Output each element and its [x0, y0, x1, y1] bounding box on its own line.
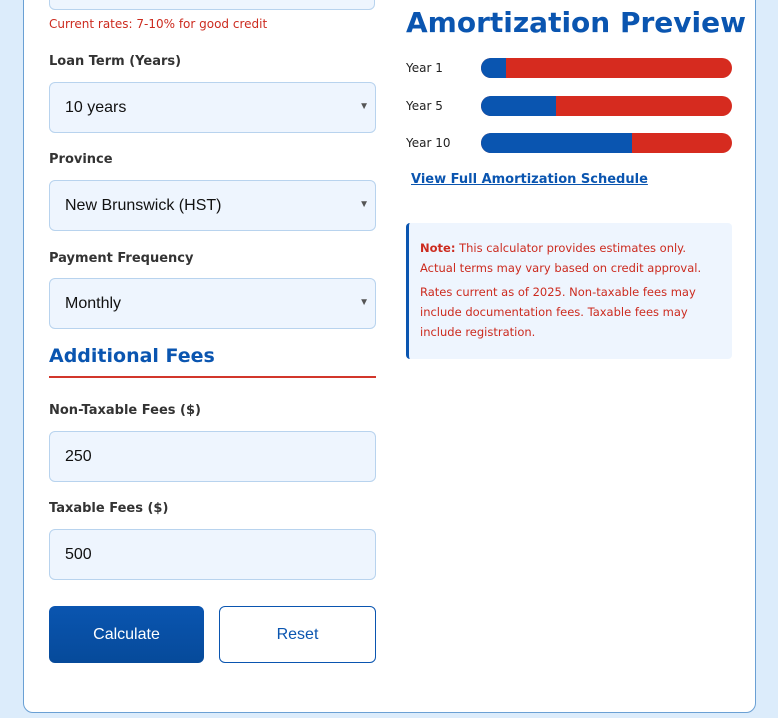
- loan-term-value: 10 years: [65, 98, 127, 116]
- calculate-button[interactable]: Calculate: [49, 606, 204, 663]
- taxable-fees-label: Taxable Fees ($): [49, 501, 169, 516]
- chevron-down-icon: ▼: [359, 297, 369, 308]
- province-label: Province: [49, 152, 113, 167]
- year-label: Year 5: [406, 99, 443, 113]
- payment-frequency-label: Payment Frequency: [49, 251, 194, 266]
- note-line-2: Rates current as of 2025. Non-taxable fe…: [420, 285, 696, 339]
- year-label: Year 1: [406, 61, 443, 75]
- payment-frequency-value: Monthly: [65, 294, 122, 312]
- loan-term-select[interactable]: 10 years ▼: [49, 82, 376, 133]
- amortization-preview-title: Amortization Preview: [406, 6, 746, 39]
- note-prefix: Note:: [420, 241, 456, 255]
- amortization-bar: [481, 96, 732, 116]
- additional-fees-title: Additional Fees: [49, 345, 215, 367]
- principal-fill: [481, 133, 632, 153]
- non-taxable-fees-value: 250: [65, 447, 92, 465]
- amortization-bar: [481, 58, 732, 78]
- principal-fill: [481, 96, 557, 116]
- reset-button[interactable]: Reset: [219, 606, 376, 663]
- principal-fill: [481, 58, 507, 78]
- note-line-1: This calculator provides estimates only.…: [420, 241, 702, 275]
- amortization-bar: [481, 133, 732, 153]
- section-divider: [49, 376, 376, 378]
- non-taxable-fees-label: Non-Taxable Fees ($): [49, 403, 201, 418]
- taxable-fees-value: 500: [65, 545, 92, 563]
- view-schedule-link[interactable]: View Full Amortization Schedule: [411, 172, 648, 187]
- province-select[interactable]: New Brunswick (HST) ▼: [49, 180, 376, 231]
- province-value: New Brunswick (HST): [65, 196, 222, 214]
- year-label: Year 10: [406, 136, 451, 150]
- loan-term-label: Loan Term (Years): [49, 54, 182, 69]
- payment-frequency-select[interactable]: Monthly ▼: [49, 278, 376, 329]
- non-taxable-fees-input[interactable]: 250: [49, 431, 376, 482]
- chevron-down-icon: ▼: [359, 101, 369, 112]
- disclaimer-note: Note: This calculator provides estimates…: [406, 223, 732, 359]
- taxable-fees-input[interactable]: 500: [49, 529, 376, 580]
- interest-rate-input[interactable]: [49, 0, 375, 10]
- rate-hint: Current rates: 7-10% for good credit: [49, 17, 268, 31]
- chevron-down-icon: ▼: [359, 199, 369, 210]
